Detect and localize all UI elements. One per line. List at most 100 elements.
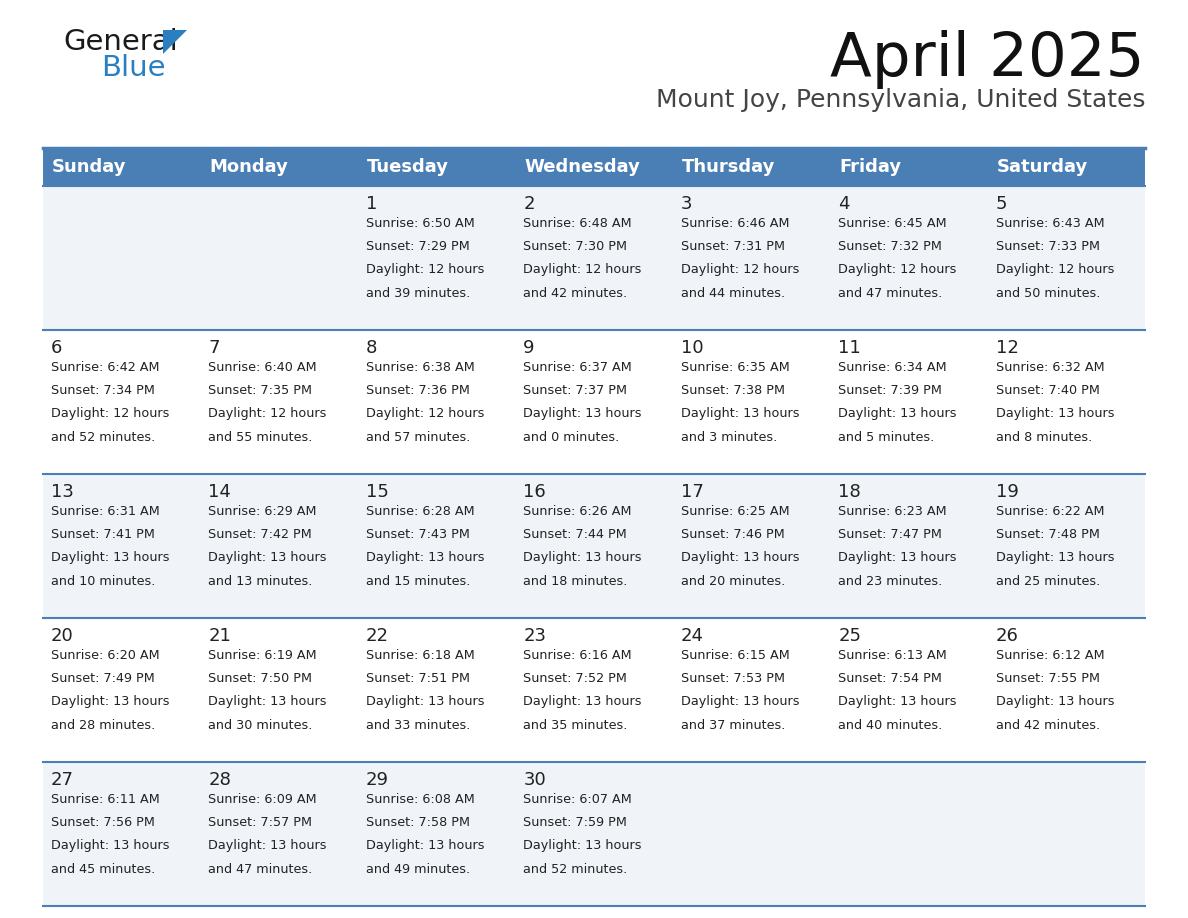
Text: 19: 19: [996, 483, 1018, 501]
Text: Sunset: 7:59 PM: Sunset: 7:59 PM: [523, 816, 627, 829]
Text: Sunset: 7:43 PM: Sunset: 7:43 PM: [366, 528, 469, 542]
Text: Tuesday: Tuesday: [367, 158, 449, 176]
Bar: [43, 762, 1145, 906]
Text: Sunrise: 6:07 AM: Sunrise: 6:07 AM: [523, 793, 632, 806]
Text: Daylight: 12 hours: Daylight: 12 hours: [366, 408, 485, 420]
Text: and 57 minutes.: and 57 minutes.: [366, 431, 470, 443]
Text: Sunrise: 6:28 AM: Sunrise: 6:28 AM: [366, 505, 474, 518]
Text: Sunset: 7:49 PM: Sunset: 7:49 PM: [51, 672, 154, 685]
Text: Sunrise: 6:20 AM: Sunrise: 6:20 AM: [51, 649, 159, 662]
Text: Daylight: 13 hours: Daylight: 13 hours: [839, 552, 956, 565]
Text: Sunrise: 6:34 AM: Sunrise: 6:34 AM: [839, 361, 947, 374]
Text: Daylight: 13 hours: Daylight: 13 hours: [996, 552, 1114, 565]
Text: 27: 27: [51, 771, 74, 789]
Text: Sunset: 7:52 PM: Sunset: 7:52 PM: [523, 672, 627, 685]
Text: Sunset: 7:36 PM: Sunset: 7:36 PM: [366, 385, 469, 397]
Text: 6: 6: [51, 339, 63, 357]
Text: 8: 8: [366, 339, 378, 357]
Text: 20: 20: [51, 627, 74, 645]
Text: and 13 minutes.: and 13 minutes.: [208, 575, 312, 588]
Text: Sunrise: 6:09 AM: Sunrise: 6:09 AM: [208, 793, 317, 806]
Text: and 39 minutes.: and 39 minutes.: [366, 286, 470, 299]
Text: Thursday: Thursday: [682, 158, 775, 176]
Text: Sunset: 7:46 PM: Sunset: 7:46 PM: [681, 528, 784, 542]
Text: and 15 minutes.: and 15 minutes.: [366, 575, 470, 588]
Text: Sunset: 7:44 PM: Sunset: 7:44 PM: [523, 528, 627, 542]
Text: Sunset: 7:31 PM: Sunset: 7:31 PM: [681, 241, 785, 253]
Text: and 47 minutes.: and 47 minutes.: [208, 863, 312, 876]
Text: Sunset: 7:30 PM: Sunset: 7:30 PM: [523, 241, 627, 253]
Text: 4: 4: [839, 195, 849, 213]
Text: Sunset: 7:53 PM: Sunset: 7:53 PM: [681, 672, 785, 685]
Text: 22: 22: [366, 627, 388, 645]
Text: Friday: Friday: [839, 158, 902, 176]
Text: Sunrise: 6:26 AM: Sunrise: 6:26 AM: [523, 505, 632, 518]
Bar: [358, 148, 516, 186]
Text: Daylight: 13 hours: Daylight: 13 hours: [681, 408, 800, 420]
Text: Sunday: Sunday: [52, 158, 126, 176]
Text: Sunrise: 6:22 AM: Sunrise: 6:22 AM: [996, 505, 1104, 518]
Text: 15: 15: [366, 483, 388, 501]
Text: and 47 minutes.: and 47 minutes.: [839, 286, 942, 299]
Text: Sunset: 7:34 PM: Sunset: 7:34 PM: [51, 385, 154, 397]
Bar: [672, 148, 830, 186]
Text: 26: 26: [996, 627, 1018, 645]
Text: and 44 minutes.: and 44 minutes.: [681, 286, 785, 299]
Text: and 30 minutes.: and 30 minutes.: [208, 719, 312, 732]
Text: and 25 minutes.: and 25 minutes.: [996, 575, 1100, 588]
Text: Mount Joy, Pennsylvania, United States: Mount Joy, Pennsylvania, United States: [656, 88, 1145, 112]
Text: Daylight: 12 hours: Daylight: 12 hours: [996, 263, 1114, 276]
Text: Sunset: 7:40 PM: Sunset: 7:40 PM: [996, 385, 1099, 397]
Text: and 42 minutes.: and 42 minutes.: [996, 719, 1100, 732]
Text: and 40 minutes.: and 40 minutes.: [839, 719, 942, 732]
Text: Daylight: 12 hours: Daylight: 12 hours: [366, 263, 485, 276]
Text: 5: 5: [996, 195, 1007, 213]
Text: 29: 29: [366, 771, 388, 789]
Text: Daylight: 13 hours: Daylight: 13 hours: [208, 552, 327, 565]
Text: Sunrise: 6:11 AM: Sunrise: 6:11 AM: [51, 793, 159, 806]
Text: Sunrise: 6:23 AM: Sunrise: 6:23 AM: [839, 505, 947, 518]
Bar: [201, 148, 358, 186]
Text: Daylight: 12 hours: Daylight: 12 hours: [208, 408, 327, 420]
Text: Sunset: 7:48 PM: Sunset: 7:48 PM: [996, 528, 1099, 542]
Bar: [43, 186, 1145, 330]
Text: 25: 25: [839, 627, 861, 645]
Text: Sunrise: 6:35 AM: Sunrise: 6:35 AM: [681, 361, 790, 374]
Text: Sunset: 7:42 PM: Sunset: 7:42 PM: [208, 528, 312, 542]
Text: 11: 11: [839, 339, 861, 357]
Text: and 42 minutes.: and 42 minutes.: [523, 286, 627, 299]
Bar: [43, 330, 1145, 474]
Text: Sunrise: 6:29 AM: Sunrise: 6:29 AM: [208, 505, 317, 518]
Text: Daylight: 13 hours: Daylight: 13 hours: [681, 696, 800, 709]
Text: Daylight: 13 hours: Daylight: 13 hours: [523, 839, 642, 853]
Text: and 0 minutes.: and 0 minutes.: [523, 431, 619, 443]
Text: General: General: [63, 28, 178, 56]
Text: Sunset: 7:55 PM: Sunset: 7:55 PM: [996, 672, 1100, 685]
Text: and 49 minutes.: and 49 minutes.: [366, 863, 470, 876]
Text: 1: 1: [366, 195, 378, 213]
Text: Wednesday: Wednesday: [524, 158, 640, 176]
Text: Daylight: 13 hours: Daylight: 13 hours: [523, 408, 642, 420]
Text: 28: 28: [208, 771, 232, 789]
Text: 23: 23: [523, 627, 546, 645]
Text: Sunrise: 6:50 AM: Sunrise: 6:50 AM: [366, 217, 475, 230]
Text: Daylight: 13 hours: Daylight: 13 hours: [681, 552, 800, 565]
Text: Sunrise: 6:12 AM: Sunrise: 6:12 AM: [996, 649, 1104, 662]
Text: 12: 12: [996, 339, 1018, 357]
Text: and 8 minutes.: and 8 minutes.: [996, 431, 1092, 443]
Text: Daylight: 13 hours: Daylight: 13 hours: [523, 696, 642, 709]
Text: Sunset: 7:32 PM: Sunset: 7:32 PM: [839, 241, 942, 253]
Text: Sunrise: 6:43 AM: Sunrise: 6:43 AM: [996, 217, 1104, 230]
Text: 30: 30: [523, 771, 546, 789]
Text: Saturday: Saturday: [997, 158, 1088, 176]
Text: Sunrise: 6:25 AM: Sunrise: 6:25 AM: [681, 505, 789, 518]
Text: and 50 minutes.: and 50 minutes.: [996, 286, 1100, 299]
Text: and 45 minutes.: and 45 minutes.: [51, 863, 156, 876]
Text: and 28 minutes.: and 28 minutes.: [51, 719, 156, 732]
Text: 24: 24: [681, 627, 703, 645]
Text: Sunset: 7:54 PM: Sunset: 7:54 PM: [839, 672, 942, 685]
Text: Daylight: 13 hours: Daylight: 13 hours: [366, 552, 485, 565]
Text: and 18 minutes.: and 18 minutes.: [523, 575, 627, 588]
Text: Daylight: 12 hours: Daylight: 12 hours: [839, 263, 956, 276]
Bar: [830, 148, 987, 186]
